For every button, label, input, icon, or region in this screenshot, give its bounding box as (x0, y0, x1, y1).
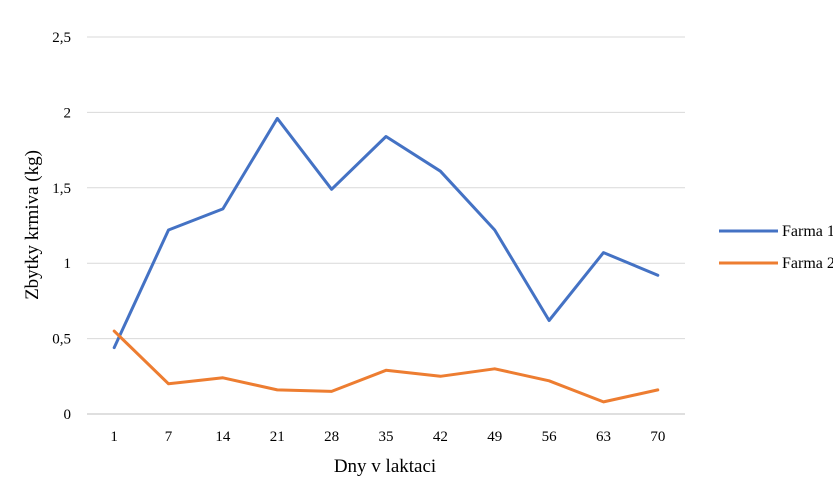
x-tick-label: 35 (379, 429, 394, 445)
x-tick-label: 7 (165, 429, 173, 445)
legend: Farma 1 Farma 2 (719, 223, 833, 272)
y-tick-label: 1 (64, 256, 72, 272)
x-tick-label: 49 (487, 429, 502, 445)
y-tick-label: 0 (64, 407, 72, 423)
x-tick-label: 56 (542, 429, 558, 445)
series-line-1 (112, 116, 660, 350)
y-tick-label: 0,5 (52, 332, 71, 348)
x-tick-label: 63 (596, 429, 611, 445)
x-tick-label: 14 (215, 429, 231, 445)
x-tick-label: 21 (270, 429, 285, 445)
plot-series (112, 116, 660, 404)
gridlines (87, 36, 685, 415)
x-tick-label: 42 (433, 429, 448, 445)
y-tick-label: 2,5 (52, 30, 71, 46)
legend-label: Farma 1 (782, 223, 833, 240)
series-line-2 (112, 329, 660, 404)
x-tick-label: 70 (650, 429, 665, 445)
y-axis-title: Zbytky krmiva (kg) (22, 150, 43, 300)
x-axis-title: Dny v laktaci (334, 456, 436, 477)
x-tick-label: 28 (324, 429, 339, 445)
y-tick-label: 2 (64, 105, 72, 121)
y-tick-label: 1,5 (52, 181, 71, 197)
legend-label: Farma 2 (782, 255, 833, 272)
y-axis-tick-labels: 0 0,5 1 1,5 2 2,5 (52, 30, 71, 423)
x-tick-label: 1 (110, 429, 118, 445)
x-axis-tick-labels: 1 7 14 21 28 35 42 49 56 63 70 (110, 429, 665, 445)
